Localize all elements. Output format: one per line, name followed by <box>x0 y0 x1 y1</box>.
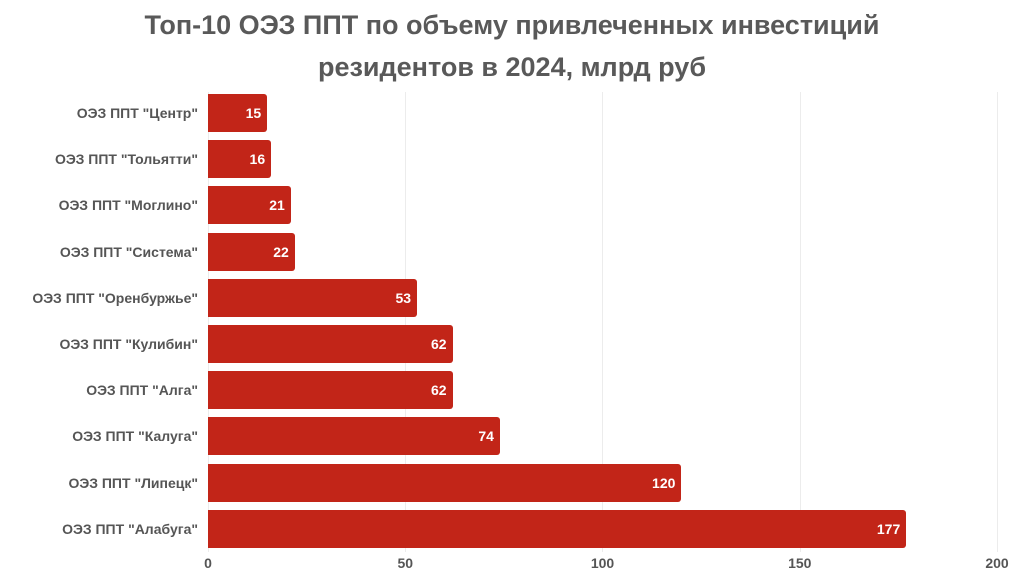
category-label: ОЭЗ ППТ "Моглино" <box>58 197 198 214</box>
category-label: ОЭЗ ППТ "Алабуга" <box>62 520 198 537</box>
x-tick-label: 150 <box>788 555 812 571</box>
x-tick-label: 200 <box>985 555 1009 571</box>
bar[interactable]: 62 <box>208 325 453 363</box>
data-label: 74 <box>478 428 494 445</box>
data-label: 53 <box>395 289 412 306</box>
bar-row: ОЭЗ ППТ "Оренбуржье" 53 <box>0 278 998 317</box>
bar[interactable]: 62 <box>208 371 453 410</box>
bar[interactable]: 15 <box>208 94 268 132</box>
data-label: 16 <box>249 151 266 168</box>
bar-row: ОЭЗ ППТ "Моглино" 21 <box>0 186 998 225</box>
data-label: 62 <box>431 382 447 399</box>
data-label: 177 <box>876 520 901 537</box>
category-label: ОЭЗ ППТ "Калуга" <box>72 428 198 445</box>
gridline <box>602 92 603 552</box>
gridline <box>800 92 801 552</box>
bar-row: ОЭЗ ППТ "Алабуга" 177 <box>0 509 998 548</box>
gridline <box>208 92 209 552</box>
x-tick-label: 100 <box>590 555 615 571</box>
bar[interactable]: 120 <box>208 463 682 502</box>
bar[interactable]: 21 <box>208 186 291 225</box>
data-label: 120 <box>652 474 676 491</box>
category-label: ОЭЗ ППТ "Липецк" <box>68 474 198 491</box>
bar-row: ОЭЗ ППТ "Кулибин" 62 <box>0 325 998 363</box>
chart-title-line-2: резидентов в 2024, млрд руб <box>317 52 707 82</box>
category-label: ОЭЗ ППТ "Оренбуржье" <box>32 289 198 306</box>
x-tick-label: 50 <box>397 555 414 571</box>
category-label: ОЭЗ ППТ "Центр" <box>76 105 198 121</box>
chart-title-line-1: Топ-10 ОЭЗ ППТ по объему привлеченных ин… <box>144 10 880 40</box>
bar-row: ОЭЗ ППТ "Алга" 62 <box>0 371 998 410</box>
data-label: 22 <box>273 243 289 260</box>
data-label: 15 <box>245 105 262 121</box>
data-label: 21 <box>269 197 285 214</box>
chart-title: Топ-10 ОЭЗ ППТ по объему привлеченных ин… <box>0 4 1024 88</box>
bar[interactable]: 74 <box>208 417 500 456</box>
bar[interactable]: 53 <box>208 278 418 317</box>
gridline <box>997 92 998 552</box>
bar-row: ОЭЗ ППТ "Калуга" 74 <box>0 417 998 456</box>
gridline <box>405 92 406 552</box>
category-label: ОЭЗ ППТ "Тольятти" <box>54 151 198 168</box>
bar-row: ОЭЗ ППТ "Липецк" 120 <box>0 463 998 502</box>
plot-area: ОЭЗ ППТ "Центр" 15 ОЭЗ ППТ "Тольятти" 16 ОЭЗ… <box>32 92 998 552</box>
bar[interactable]: 22 <box>208 232 295 271</box>
category-label: ОЭЗ ППТ "Кулибин" <box>59 336 198 352</box>
bar-row: ОЭЗ ППТ "Система" 22 <box>0 232 998 271</box>
x-tick-label: 0 <box>204 555 212 571</box>
data-label: 62 <box>431 336 447 352</box>
category-label: ОЭЗ ППТ "Система" <box>59 243 198 260</box>
bar-row: ОЭЗ ППТ "Центр" 15 <box>0 94 998 132</box>
bar-row: ОЭЗ ППТ "Тольятти" 16 <box>0 140 998 179</box>
bar[interactable]: 16 <box>208 140 272 179</box>
category-label: ОЭЗ ППТ "Алга" <box>86 382 198 399</box>
bar[interactable]: 177 <box>208 509 907 548</box>
